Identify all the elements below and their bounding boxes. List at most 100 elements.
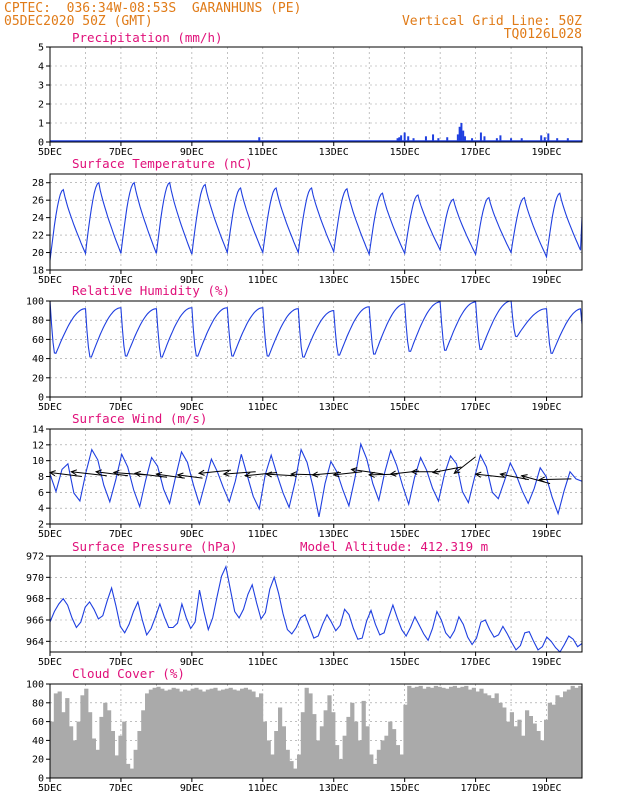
cloud-bar [289, 761, 294, 778]
cloud-bar [145, 693, 150, 778]
wind-arrow-shaft [135, 472, 168, 478]
header-station: CPTEC: 036:34W-08:53S GARANHUNS (PE) [4, 1, 302, 16]
precip-bar [412, 138, 415, 142]
precip-bar [432, 134, 435, 142]
x-tick-label: 13DEC [319, 402, 349, 413]
cloud-bar [365, 726, 370, 778]
cloud-bar [490, 698, 495, 778]
cloud-bar [346, 716, 351, 778]
cloud-bar [426, 686, 431, 778]
cloud-bar [312, 714, 317, 778]
x-tick-label: 19DEC [531, 275, 561, 286]
header-grid-line: Vertical Grid Line: 50Z [401, 14, 582, 29]
cloud-bar [513, 726, 518, 778]
precip-bar [398, 137, 401, 142]
y-tick-label: 966 [26, 616, 44, 627]
wind-arrow-head [290, 471, 297, 478]
x-tick-label: 7DEC [109, 402, 133, 413]
cloud-bar [129, 768, 134, 778]
cloud-bar [88, 712, 93, 778]
cloud-bar [525, 710, 530, 778]
x-tick-label: 5DEC [38, 275, 62, 286]
header-date: 05DEC2020 50Z (GMT) [4, 14, 153, 29]
y-tick-label: 12 [32, 440, 44, 451]
x-tick-label: 13DEC [319, 275, 349, 286]
precip-bar [424, 136, 427, 142]
y-tick-label: 14 [32, 425, 44, 436]
precip-bar [258, 137, 261, 142]
cloud-bar [213, 687, 218, 778]
cloud-bar [464, 685, 469, 778]
x-tick-label: 17DEC [461, 657, 491, 668]
cloud-bar [578, 685, 583, 778]
panel-frame [49, 300, 583, 398]
y-tick-label: 100 [26, 297, 44, 308]
precip-bar [479, 132, 482, 142]
y-tick-label: 80 [32, 316, 44, 327]
panel-frame [49, 683, 583, 779]
x-tick-label: 9DEC [180, 147, 204, 158]
cloud-bar [441, 687, 446, 778]
wind-arrow-shaft [245, 472, 278, 477]
wind-arrow-head [133, 470, 141, 478]
y-tick-label: 2 [38, 520, 44, 531]
x-tick-label: 13DEC [319, 147, 349, 158]
cloud-bar [544, 719, 549, 778]
x-tick-label: 13DEC [319, 657, 349, 668]
cloud-bar [494, 693, 499, 778]
cloud-bar [247, 689, 252, 778]
y-tick-label: 24 [32, 213, 44, 224]
x-tick-label: 19DEC [531, 657, 561, 668]
cloud-bar [555, 695, 560, 778]
cloud-bar [300, 712, 305, 778]
cloud-bar [388, 721, 393, 778]
cloud-bar [53, 693, 58, 778]
x-tick-label: 19DEC [531, 529, 561, 540]
cloud-bar [433, 685, 438, 778]
cloud-bar [547, 702, 552, 778]
cloud-bar [274, 731, 279, 778]
wind-arrow-shaft [475, 473, 505, 478]
wind-arrow-head [431, 468, 439, 475]
y-tick-label: 0 [38, 393, 44, 404]
cloud-bar [259, 693, 264, 778]
cloud-bar [65, 698, 70, 778]
cloud-bar [80, 695, 85, 778]
cloud-bar [190, 688, 195, 778]
cloud-bar [430, 687, 435, 778]
x-tick-label: 9DEC [180, 529, 204, 540]
cloud-bar [156, 686, 161, 778]
cloud-bar [285, 749, 290, 778]
y-tick-label: 60 [32, 335, 44, 346]
cloud-bar [395, 745, 400, 778]
x-tick-label: 9DEC [180, 275, 204, 286]
cloud-bar [540, 740, 545, 778]
x-tick-label: 17DEC [461, 783, 491, 794]
cloud-bar [414, 686, 419, 778]
x-tick-label: 11DEC [248, 783, 278, 794]
wind-arrow-shaft [198, 469, 231, 474]
x-tick-label: 9DEC [180, 783, 204, 794]
y-tick-label: 26 [32, 196, 44, 207]
cloud-bar [449, 686, 454, 778]
cloud-bar [521, 735, 526, 778]
cloud-bar [270, 754, 275, 778]
precip-bar [458, 126, 461, 142]
cloud-bar [224, 688, 229, 778]
y-tick-label: 4 [38, 504, 44, 515]
cloud-bar [373, 763, 378, 778]
cloud-bar [445, 688, 450, 778]
y-tick-label: 968 [26, 594, 44, 605]
precip-bar [510, 138, 513, 142]
x-tick-label: 7DEC [109, 657, 133, 668]
cloud-bar [167, 689, 172, 778]
cloud-bar [509, 712, 514, 778]
cloud-bar [304, 687, 309, 778]
precip-bar [556, 138, 559, 142]
cloud-bar [99, 716, 104, 778]
wind-arrow-head [474, 471, 482, 478]
cloud-bar [205, 689, 210, 778]
x-tick-label: 15DEC [390, 275, 420, 286]
cloud-bar [114, 755, 119, 778]
y-tick-label: 972 [26, 552, 44, 563]
